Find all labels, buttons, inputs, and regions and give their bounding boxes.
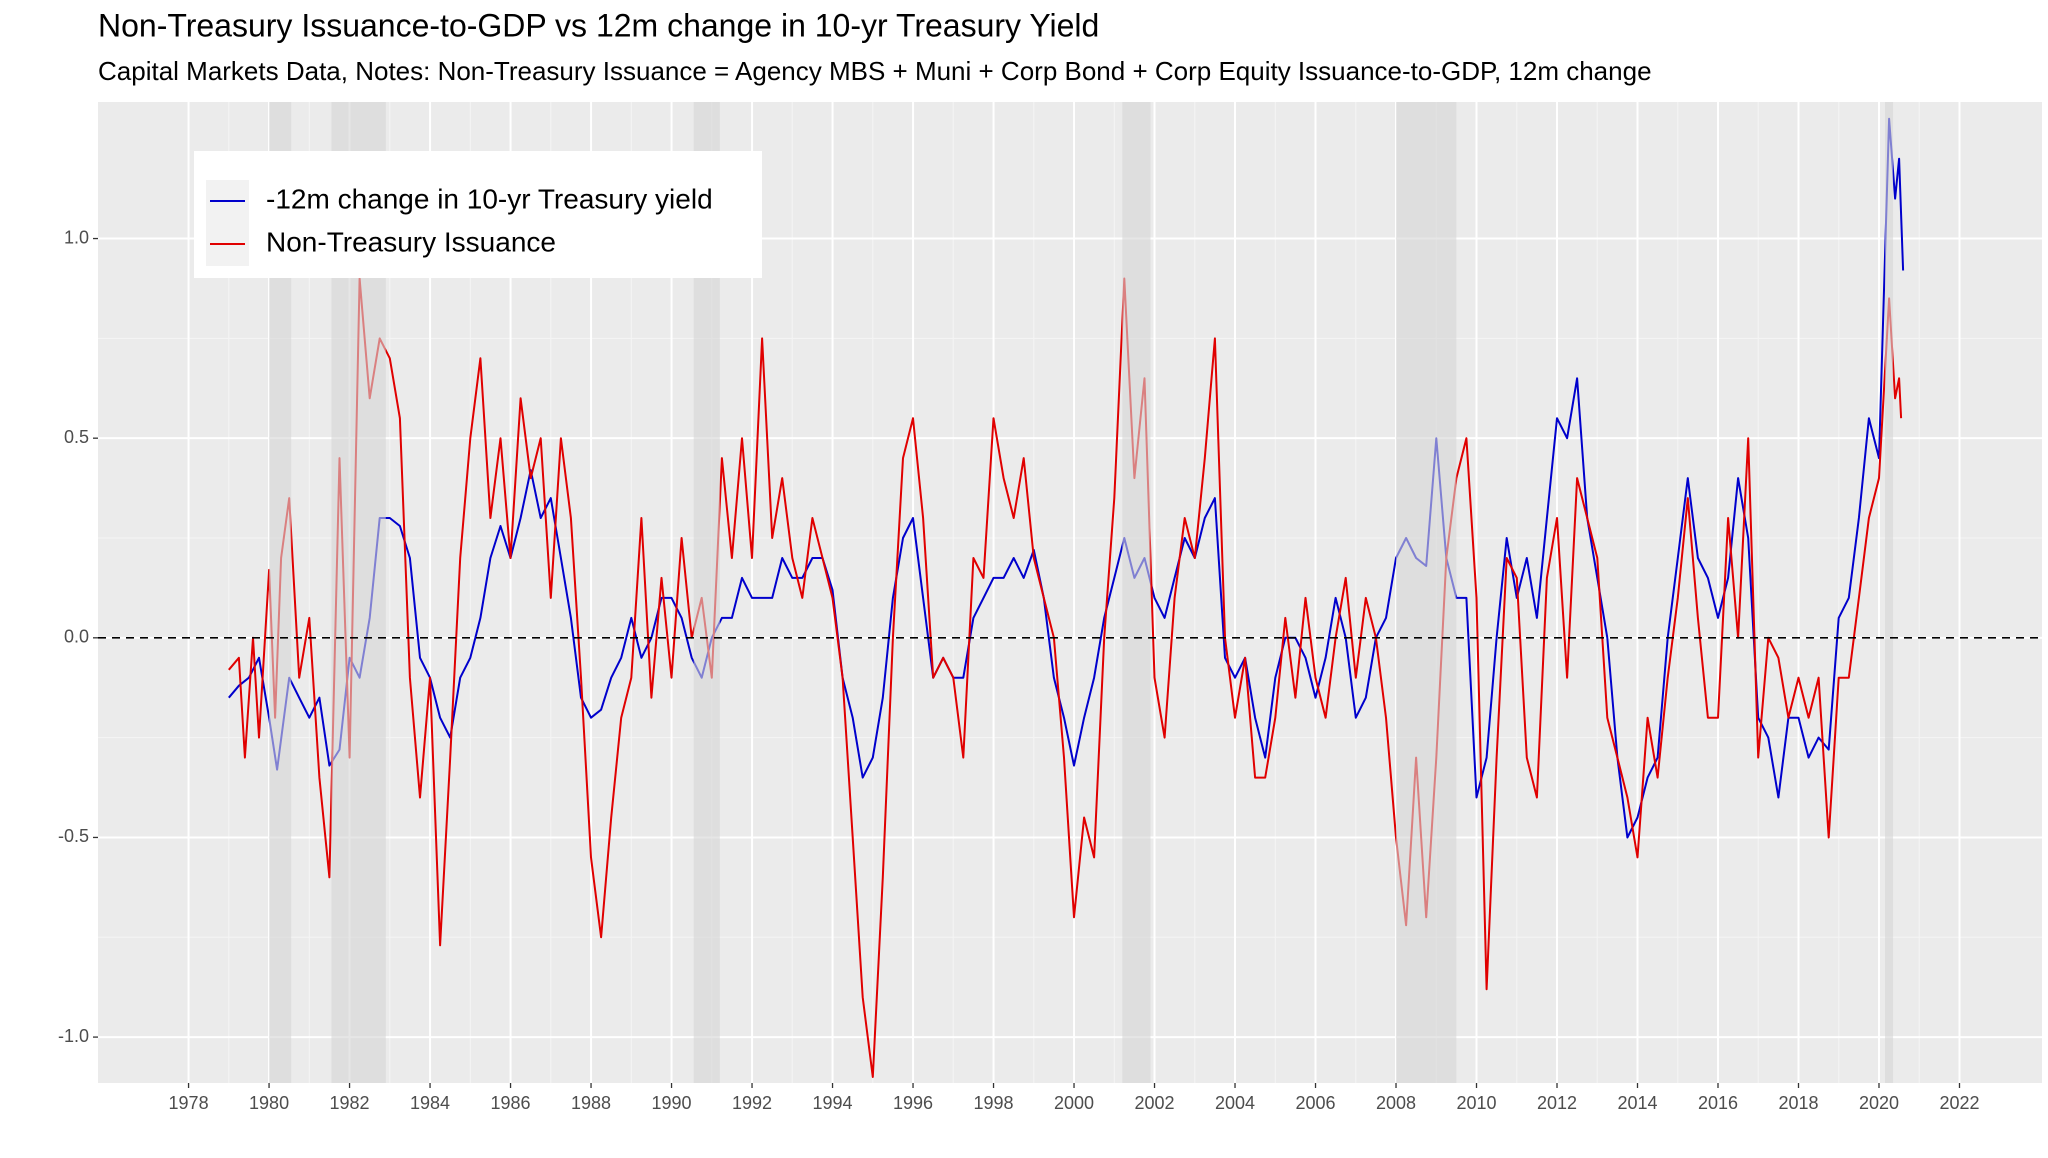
- recession-band: [1396, 102, 1457, 1083]
- x-tick-label: 2022: [1939, 1093, 1979, 1113]
- chart-subtitle: Capital Markets Data, Notes: Non-Treasur…: [98, 56, 1652, 86]
- chart-title: Non-Treasury Issuance-to-GDP vs 12m chan…: [98, 7, 1099, 43]
- recession-band: [1885, 102, 1894, 1083]
- x-tick-label: 2002: [1134, 1093, 1174, 1113]
- x-tick-label: 1996: [893, 1093, 933, 1113]
- y-tick-label: 0.0: [64, 627, 89, 647]
- x-tick-label: 2020: [1859, 1093, 1899, 1113]
- x-tick-label: 1980: [249, 1093, 289, 1113]
- x-tick-label: 2010: [1456, 1093, 1496, 1113]
- x-tick-label: 1978: [169, 1093, 209, 1113]
- x-tick-label: 2000: [1054, 1093, 1094, 1113]
- y-tick-label: 0.5: [64, 427, 89, 447]
- y-tick-label: -0.5: [58, 826, 89, 846]
- x-tick-label: 2012: [1537, 1093, 1577, 1113]
- recession-band: [1122, 102, 1151, 1083]
- x-tick-label: 1988: [571, 1093, 611, 1113]
- x-tick-label: 1992: [732, 1093, 772, 1113]
- x-tick-label: 1994: [813, 1093, 853, 1113]
- x-tick-label: 2006: [1295, 1093, 1335, 1113]
- x-tick-label: 1984: [410, 1093, 450, 1113]
- x-tick-label: 2014: [1617, 1093, 1657, 1113]
- legend-box: [194, 151, 762, 278]
- series-line: [228, 277, 1903, 1078]
- x-tick-label: 1990: [652, 1093, 692, 1113]
- legend-label: -12m change in 10-yr Treasury yield: [266, 183, 713, 214]
- x-tick-label: 1998: [974, 1093, 1014, 1113]
- legend-label: Non-Treasury Issuance: [266, 226, 556, 257]
- x-tick-label: 2004: [1215, 1093, 1255, 1113]
- x-tick-label: 2016: [1698, 1093, 1738, 1113]
- recession-band: [269, 102, 292, 1083]
- x-tick-label: 2008: [1376, 1093, 1416, 1113]
- y-tick-label: -1.0: [58, 1026, 89, 1046]
- x-tick-label: 1982: [330, 1093, 370, 1113]
- x-tick-label: 1986: [491, 1093, 531, 1113]
- x-tick-label: 2018: [1778, 1093, 1818, 1113]
- y-tick-label: 1.0: [64, 227, 89, 247]
